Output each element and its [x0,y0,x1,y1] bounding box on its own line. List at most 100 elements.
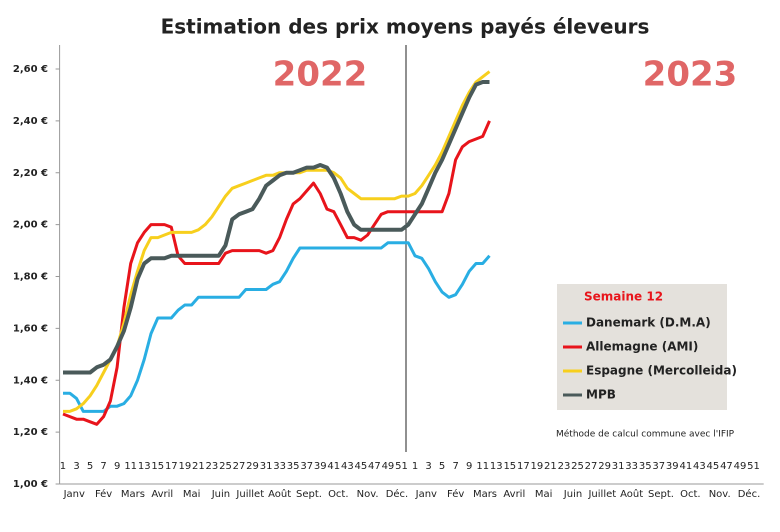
x-tick-label: 5 [439,461,445,472]
x-tick-label: 41 [679,461,692,472]
month-label: Janv [63,489,85,500]
year-label: 2023 [643,55,738,95]
month-label: Mai [535,489,553,500]
x-tick-label: 21 [192,461,205,472]
month-label: Juillet [587,489,616,500]
x-tick-label: 31 [612,461,625,472]
month-label: Avril [503,489,525,500]
x-tick-label: 43 [341,461,354,472]
x-tick-label: 33 [273,461,286,472]
y-tick-label: 1,20 € [13,427,48,438]
month-label: Avril [151,489,173,500]
y-tick-label: 2,00 € [13,220,48,231]
x-tick-label: 21 [544,461,557,472]
x-tick-label: 1 [412,461,418,472]
x-tick-label: 3 [73,461,79,472]
year-label: 2022 [273,55,368,95]
x-tick-label: 19 [531,461,544,472]
x-tick-label: 1 [60,461,66,472]
x-tick-label: 25 [571,461,584,472]
legend-label: Danemark (D.M.A) [586,316,711,330]
x-tick-label: 15 [151,461,164,472]
chart-title: Estimation des prix moyens payés éleveur… [161,15,650,39]
month-label: Déc. [738,488,761,500]
x-tick-label: 35 [287,461,300,472]
legend-label: Allemagne (AMI) [586,340,698,354]
x-tick-label: 17 [165,461,178,472]
month-label: Mars [121,489,145,500]
x-tick-label: 41 [327,461,340,472]
month-label: Juillet [235,489,264,500]
x-tick-label: 13 [138,461,151,472]
x-tick-label: 37 [300,461,313,472]
series-line [63,70,491,413]
y-tick-label: 1,40 € [13,375,48,386]
month-label: Sept. [648,489,674,500]
month-label: Déc. [386,488,409,500]
month-label: Août [268,488,291,500]
x-tick-label: 47 [368,461,381,472]
x-tick-label: 23 [206,461,219,472]
x-tick-label: 51 [395,461,408,472]
month-label: Sept. [296,489,322,500]
x-tick-label: 9 [114,461,120,472]
x-tick-label: 11 [476,461,489,472]
x-tick-label: 47 [720,461,733,472]
x-tick-label: 11 [124,461,137,472]
x-tick-label: 19 [178,461,191,472]
legend-label: Espagne (Mercolleida) [586,364,737,378]
x-tick-label: 33 [625,461,638,472]
legend-box [557,284,727,410]
x-tick-label: 51 [747,461,760,472]
month-label: Mai [183,489,201,500]
x-tick-label: 27 [233,461,246,472]
month-label: Janv [415,489,437,500]
x-tick-label: 7 [452,461,458,472]
month-label: Août [620,488,643,500]
x-tick-label: 3 [425,461,431,472]
y-tick-label: 1,80 € [13,272,48,283]
x-tick-label: 27 [585,461,598,472]
x-tick-label: 43 [693,461,706,472]
legend-label: MPB [586,388,616,402]
x-tick-label: 29 [598,461,611,472]
month-label: Mars [473,489,497,500]
y-tick-label: 2,40 € [13,116,48,127]
x-tick-label: 45 [707,461,720,472]
x-tick-label: 45 [354,461,367,472]
month-label: Juin [563,489,582,500]
month-label: Fév [447,488,464,500]
x-tick-label: 23 [558,461,571,472]
month-label: Nov. [357,489,379,500]
x-tick-label: 5 [87,461,93,472]
month-label: Oct. [328,489,348,500]
series-line [63,80,490,375]
x-tick-label: 13 [490,461,503,472]
x-tick-label: 49 [382,461,395,472]
series-line [63,241,491,413]
series-line [62,120,491,426]
month-label: Nov. [709,489,731,500]
x-tick-label: 25 [219,461,232,472]
x-tick-label: 29 [246,461,259,472]
x-tick-label: 7 [100,461,106,472]
x-tick-label: 39 [666,461,679,472]
note: Méthode de calcul commune avec l'IFIP [556,429,735,440]
x-tick-label: 49 [734,461,747,472]
x-tick-label: 17 [517,461,530,472]
month-label: Oct. [680,489,700,500]
month-label: Fév [95,488,112,500]
y-tick-label: 2,20 € [13,168,48,179]
y-tick-label: 1,00 € [13,479,48,490]
x-tick-label: 37 [652,461,665,472]
x-tick-label: 31 [260,461,273,472]
x-tick-label: 39 [314,461,327,472]
x-tick-label: 15 [503,461,516,472]
legend-title: Semaine 12 [584,290,663,304]
y-tick-label: 1,60 € [13,323,48,334]
x-tick-label: 9 [466,461,472,472]
y-tick-label: 2,60 € [13,64,48,75]
x-tick-label: 35 [639,461,652,472]
month-label: Juin [211,489,230,500]
